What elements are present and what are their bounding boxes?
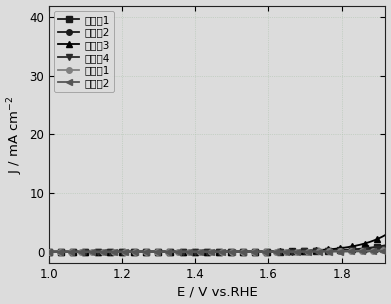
对比例1 — [375, 249, 380, 253]
实施例3 — [323, 248, 327, 251]
Line: 对比例1: 对比例1 — [46, 248, 388, 254]
实施例2 — [323, 249, 327, 253]
对比例2 — [383, 249, 388, 253]
实施例1 — [208, 250, 213, 254]
对比例1 — [47, 250, 51, 254]
Line: 实施例1: 实施例1 — [46, 243, 388, 254]
对比例2 — [229, 250, 233, 254]
实施例2 — [375, 246, 380, 250]
实施例1 — [229, 250, 233, 254]
对比例2 — [375, 249, 380, 253]
对比例1 — [247, 250, 252, 254]
Line: 实施例2: 实施例2 — [46, 244, 388, 254]
实施例1 — [383, 244, 388, 247]
对比例2 — [323, 250, 327, 254]
Line: 对比例2: 对比例2 — [46, 248, 388, 254]
实施例1 — [323, 249, 327, 253]
实施例1 — [47, 250, 51, 254]
实施例1 — [247, 250, 252, 254]
实施例3 — [383, 233, 388, 237]
实施例4 — [208, 250, 213, 254]
实施例3 — [206, 250, 211, 254]
实施例2 — [383, 245, 388, 249]
实施例4 — [383, 247, 388, 250]
实施例4 — [375, 247, 380, 251]
Legend: 实施例1, 实施例2, 实施例3, 实施例4, 对比例1, 对比例2: 实施例1, 实施例2, 实施例3, 实施例4, 对比例1, 对比例2 — [54, 11, 114, 92]
实施例4 — [206, 250, 211, 254]
实施例1 — [206, 250, 211, 254]
Line: 实施例4: 实施例4 — [46, 246, 388, 254]
实施例2 — [208, 250, 213, 254]
实施例2 — [47, 250, 51, 254]
对比例2 — [47, 250, 51, 254]
实施例3 — [47, 250, 51, 254]
实施例3 — [229, 250, 233, 254]
实施例3 — [208, 250, 213, 254]
对比例1 — [383, 249, 388, 252]
对比例2 — [208, 250, 213, 254]
对比例1 — [323, 250, 327, 253]
实施例2 — [206, 250, 211, 254]
X-axis label: E / V vs.RHE: E / V vs.RHE — [177, 285, 258, 299]
Y-axis label: J / mA cm$^{-2}$: J / mA cm$^{-2}$ — [5, 95, 25, 174]
对比例2 — [247, 250, 252, 254]
实施例2 — [247, 250, 252, 254]
实施例4 — [323, 249, 327, 253]
对比例2 — [206, 250, 211, 254]
实施例4 — [229, 250, 233, 254]
实施例3 — [375, 237, 380, 241]
实施例2 — [229, 250, 233, 254]
对比例1 — [229, 250, 233, 254]
对比例1 — [206, 250, 211, 254]
实施例1 — [375, 245, 380, 248]
Line: 实施例3: 实施例3 — [46, 232, 388, 254]
实施例4 — [247, 250, 252, 254]
对比例1 — [208, 250, 213, 254]
实施例4 — [47, 250, 51, 254]
实施例3 — [247, 250, 252, 254]
